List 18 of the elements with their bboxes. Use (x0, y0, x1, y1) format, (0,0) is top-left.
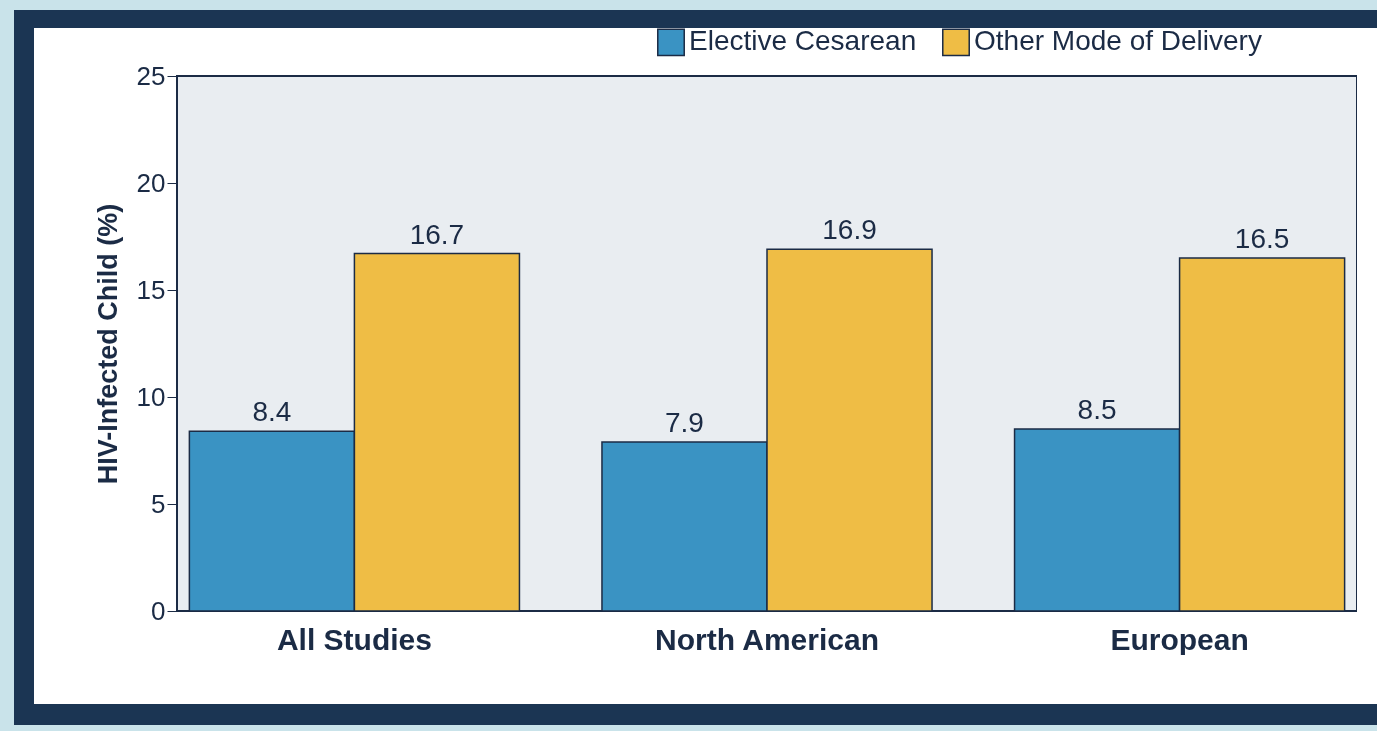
data-label: 16.7 (409, 218, 465, 250)
x-tick-label: European (1110, 622, 1249, 656)
y-tick-label: 5 (151, 488, 166, 519)
y-tick-label: 25 (136, 60, 166, 91)
y-axis-title: HIV-Infected Child (%) (92, 203, 123, 485)
legend-label: Elective Cesarean (689, 25, 917, 57)
x-tick-label: North American (655, 622, 879, 656)
data-label: 8.5 (1077, 394, 1117, 426)
y-tick-label: 20 (136, 167, 166, 198)
data-label: 7.9 (665, 406, 704, 438)
x-tick-label: All Studies (276, 622, 432, 656)
data-label: 16.5 (1234, 222, 1290, 254)
data-label: 16.9 (822, 214, 877, 246)
y-tick-label: 15 (136, 274, 166, 305)
data-label: 8.4 (252, 396, 292, 428)
y-tick-label: 0 (151, 595, 166, 626)
y-tick-label: 10 (136, 381, 166, 412)
legend-label: Other Mode of Delivery (974, 25, 1262, 57)
